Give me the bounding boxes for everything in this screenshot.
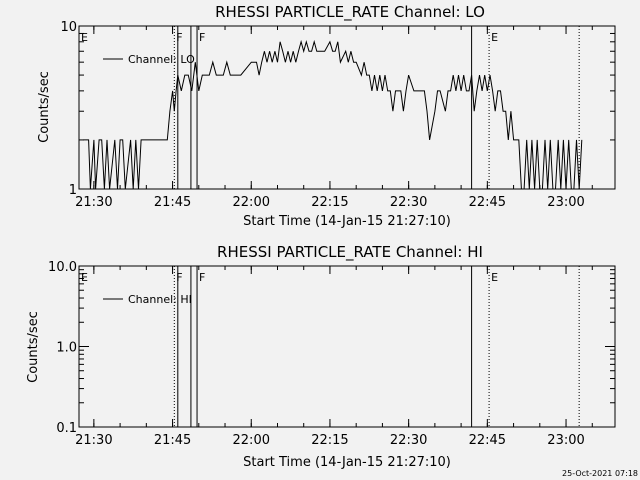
hi-channel-panel: RHESSI PARTICLE_RATE Channel: HI Start T… — [26, 243, 616, 470]
lo-x-tick-label: 22:45 — [469, 195, 506, 210]
lo-legend-label: Channel: LO — [128, 53, 195, 66]
hi-y-tick-label: 10.0 — [48, 260, 77, 275]
lo-event-marker-label: F — [199, 31, 205, 44]
hi-x-axis-label: Start Time (14-Jan-15 21:27:10) — [243, 455, 451, 470]
lo-y-axis-label: Counts/sec — [37, 71, 52, 143]
hi-legend-label: Channel: HI — [128, 293, 192, 306]
lo-event-marker-label: F — [176, 31, 182, 44]
lo-y-tick-label: 1 — [69, 183, 77, 198]
lo-x-tick-label: 21:45 — [154, 195, 191, 210]
lo-chart-title: RHESSI PARTICLE_RATE Channel: LO — [215, 3, 485, 22]
lo-event-marker-label: E — [81, 31, 88, 44]
lo-y-tick-label: 10 — [60, 20, 77, 35]
hi-event-marker-label: F — [176, 271, 182, 284]
hi-plot-frame — [78, 265, 616, 428]
lo-x-tick-label: 23:00 — [547, 195, 584, 210]
hi-event-marker-label: E — [491, 271, 498, 284]
lo-channel-panel: RHESSI PARTICLE_RATE Channel: LO Start T… — [37, 3, 616, 229]
lo-plot-frame — [78, 25, 616, 190]
hi-x-tick-label: 22:00 — [233, 433, 270, 448]
hi-event-marker-label: E — [81, 271, 88, 284]
generation-timestamp: 25-Oct-2021 07:18 — [562, 469, 638, 478]
hi-y-axis-label: Counts/sec — [26, 311, 41, 383]
lo-x-tick-label: 22:30 — [390, 195, 427, 210]
hi-y-tick-label: 0.1 — [56, 421, 77, 436]
lo-x-axis-label: Start Time (14-Jan-15 21:27:10) — [243, 214, 451, 229]
hi-x-tick-label: 22:30 — [390, 433, 427, 448]
lo-x-tick-label: 22:00 — [233, 195, 270, 210]
lo-x-tick-label: 22:15 — [311, 195, 348, 210]
hi-x-tick-label: 22:45 — [469, 433, 506, 448]
hi-x-tick-label: 23:00 — [547, 433, 584, 448]
hi-x-tick-label: 21:30 — [75, 433, 112, 448]
hi-event-marker-label: F — [199, 271, 205, 284]
lo-series-line — [83, 39, 583, 190]
hi-x-tick-label: 21:45 — [154, 433, 191, 448]
hi-y-tick-label: 1.0 — [56, 341, 77, 356]
hi-x-tick-label: 22:15 — [311, 433, 348, 448]
lo-event-marker-label: E — [491, 31, 498, 44]
lo-x-tick-label: 21:30 — [75, 195, 112, 210]
hi-chart-title: RHESSI PARTICLE_RATE Channel: HI — [217, 243, 483, 262]
